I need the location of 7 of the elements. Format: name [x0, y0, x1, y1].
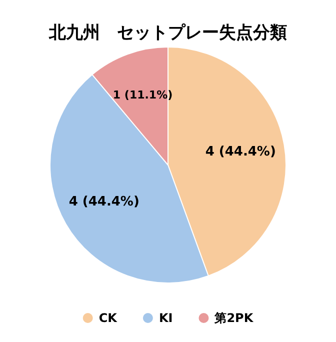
- legend-label: CK: [98, 311, 118, 325]
- chart-title: 北九州 セットプレー失点分類: [48, 23, 287, 43]
- legend-label: 第2PK: [214, 311, 254, 325]
- data-label: 4 (44.4%): [68, 194, 140, 210]
- data-label: 4 (44.4%): [205, 144, 276, 160]
- data-label: 1 (11.1%): [112, 88, 173, 102]
- legend-label: KI: [158, 311, 173, 325]
